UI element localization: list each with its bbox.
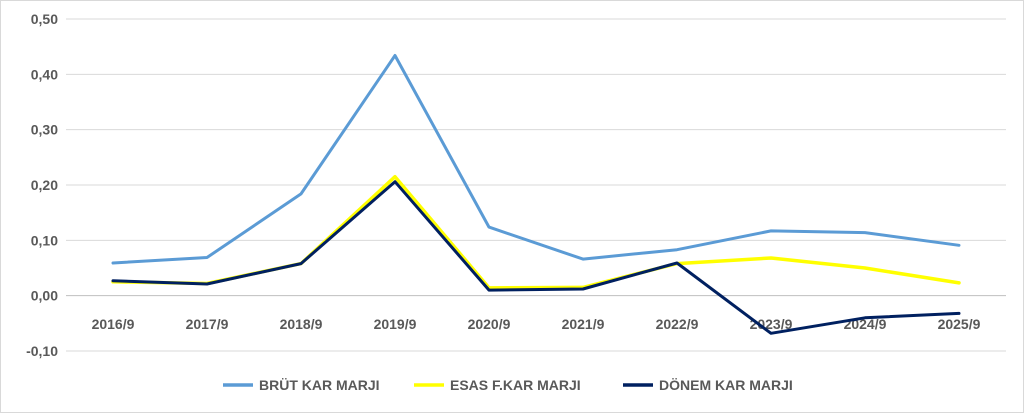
y-tick-label: 0,10	[31, 232, 58, 248]
series-line-3	[111, 180, 961, 335]
x-tick-label: 2021/9	[562, 316, 605, 332]
x-axis-tick-labels: 2016/9 2017/9 2018/9 2019/9 2020/9 2021/9 2022…	[92, 316, 981, 332]
x-tick-label: 2017/9	[186, 316, 229, 332]
series-lines	[111, 54, 961, 335]
x-tick-label: 2025/9	[938, 316, 981, 332]
x-tick-label: 2019/9	[374, 316, 417, 332]
y-tick-label: 0,40	[31, 66, 58, 82]
legend: BRÜT KAR MARJI ESAS F.KAR MARJI DÖNEM KAR …	[223, 377, 793, 393]
y-tick-label: -0,10	[26, 343, 58, 359]
y-tick-label: 0,50	[31, 11, 58, 27]
legend-entry: DÖNEM KAR MARJI	[659, 377, 793, 393]
series-line-1	[111, 54, 961, 265]
legend-entry: ESAS F.KAR MARJI	[450, 377, 581, 393]
y-axis-tick-labels: 0,50 0,40 0,30 0,20 0,10 0,00 -0,10	[26, 11, 58, 359]
y-tick-label: 0,30	[31, 122, 58, 138]
x-tick-label: 2016/9	[92, 316, 135, 332]
legend-entry: BRÜT KAR MARJI	[259, 377, 380, 393]
x-tick-label: 2020/9	[468, 316, 511, 332]
x-tick-label: 2022/9	[656, 316, 699, 332]
y-tick-label: 0,20	[31, 177, 58, 193]
y-tick-label: 0,00	[31, 288, 58, 304]
x-tick-label: 2018/9	[280, 316, 323, 332]
x-tick-label: 2023/9	[750, 316, 793, 332]
gridlines	[66, 18, 1006, 352]
